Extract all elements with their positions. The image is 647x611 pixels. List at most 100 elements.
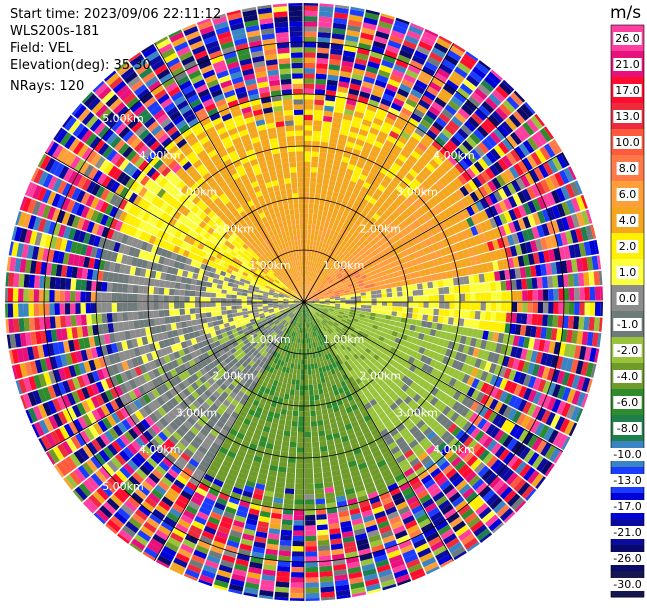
velocity-gate — [311, 172, 317, 178]
velocity-gate — [455, 294, 460, 301]
velocity-gate — [372, 298, 377, 301]
velocity-gate — [305, 530, 316, 536]
velocity-gate — [304, 115, 313, 120]
velocity-gate — [295, 359, 298, 365]
velocity-gate — [324, 174, 331, 180]
velocity-gate — [304, 16, 317, 22]
velocity-gate — [304, 120, 313, 125]
velocity-gate — [309, 193, 314, 199]
velocity-gate — [376, 310, 382, 314]
velocity-gate — [444, 302, 449, 309]
velocity-gate — [574, 288, 580, 301]
velocity-gate — [281, 446, 289, 452]
velocity-gate — [317, 378, 322, 384]
velocity-gate — [284, 394, 289, 400]
velocity-gate — [485, 282, 491, 291]
velocity-gate — [600, 302, 603, 316]
velocity-gate — [475, 293, 480, 301]
velocity-gate — [313, 131, 321, 137]
velocity-gate — [315, 84, 326, 90]
velocity-gate — [319, 436, 326, 442]
velocity-gate — [304, 385, 308, 390]
velocity-gate — [312, 151, 319, 157]
velocity-gate — [290, 593, 304, 599]
velocity-gate — [316, 514, 327, 520]
velocity-gate — [310, 411, 316, 417]
velocity-gate — [309, 198, 314, 204]
velocity-gate — [517, 291, 522, 301]
velocity-gate — [522, 302, 527, 313]
velocity-gate — [537, 277, 543, 289]
velocity-gate — [548, 302, 553, 314]
velocity-gate — [300, 380, 304, 385]
velocity-gate — [376, 306, 381, 310]
velocity-gate — [315, 499, 325, 505]
velocity-gate — [300, 338, 302, 343]
velocity-gate — [345, 304, 350, 306]
velocity-gate — [316, 220, 321, 226]
velocity-gate — [403, 297, 408, 302]
velocity-gate — [444, 287, 450, 294]
velocity-gate — [290, 442, 297, 448]
velocity-gate — [321, 131, 330, 137]
velocity-gate — [304, 234, 307, 239]
velocity-gate — [275, 587, 289, 593]
velocity-gate — [407, 291, 413, 296]
velocity-gate — [304, 104, 313, 109]
velocity-gate — [387, 302, 392, 306]
velocity-gate — [306, 593, 320, 599]
velocity-gate — [299, 396, 304, 401]
velocity-gate — [310, 400, 315, 406]
velocity-gate — [304, 58, 316, 63]
velocity-gate — [281, 524, 292, 530]
velocity-gate — [579, 287, 585, 300]
velocity-gate — [304, 68, 315, 73]
velocity-gate — [595, 302, 601, 316]
velocity-gate — [318, 540, 330, 546]
velocity-gate — [290, 389, 295, 395]
velocity-gate — [310, 353, 313, 358]
velocity-gate — [434, 295, 439, 301]
velocity-gate — [304, 354, 307, 359]
velocity-gate — [382, 298, 387, 302]
velocity-gate — [299, 349, 302, 354]
velocity-gate — [311, 235, 315, 241]
velocity-gate — [286, 415, 292, 421]
velocity-gate — [304, 182, 310, 187]
velocity-gate — [382, 293, 387, 297]
velocity-gate — [392, 302, 397, 306]
velocity-gate — [304, 73, 315, 78]
velocity-gate — [464, 310, 470, 318]
velocity-gate — [319, 441, 326, 447]
velocity-gate — [316, 74, 327, 80]
velocity-gate — [279, 419, 286, 425]
velocity-gate — [314, 204, 319, 210]
velocity-gate — [299, 401, 304, 406]
velocity-gate — [323, 471, 332, 477]
velocity-gate — [366, 305, 371, 308]
velocity-gate — [301, 370, 304, 375]
velocity-gate — [317, 178, 323, 184]
velocity-gate — [304, 349, 306, 354]
velocity-gate — [218, 320, 224, 325]
velocity-gate — [317, 173, 324, 179]
velocity-gate — [314, 389, 319, 395]
velocity-gate — [314, 110, 323, 116]
velocity-gate — [304, 344, 306, 349]
velocity-gate — [320, 446, 328, 452]
velocity-gate — [323, 205, 329, 211]
velocity-gate — [297, 447, 304, 452]
velocity-gate — [309, 203, 314, 209]
velocity-gate — [304, 125, 312, 130]
velocity-gate — [294, 395, 299, 401]
velocity-gate — [411, 319, 417, 325]
velocity-gate — [340, 304, 345, 306]
velocity-gate — [375, 286, 381, 290]
velocity-gate — [295, 494, 304, 499]
velocity-gate — [521, 279, 527, 290]
velocity-gate — [460, 302, 465, 310]
velocity-gate — [473, 274, 479, 283]
velocity-gate — [308, 219, 312, 224]
velocity-gate — [284, 431, 291, 437]
velocity-gate — [384, 279, 390, 284]
